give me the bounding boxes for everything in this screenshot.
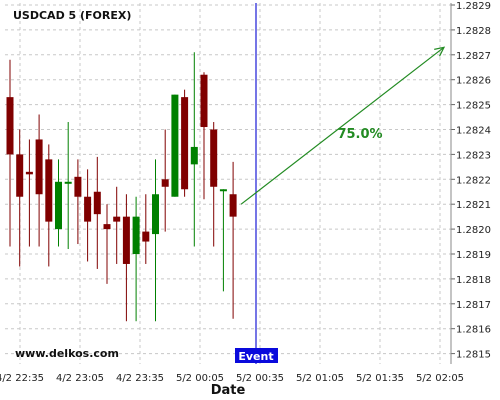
candle-body-down bbox=[113, 216, 121, 222]
chart-overlay: Event 75.0% bbox=[235, 3, 446, 364]
candles bbox=[6, 52, 237, 322]
candle-body-up bbox=[132, 216, 140, 254]
candle-body-down bbox=[6, 97, 14, 155]
candle-body-down bbox=[103, 224, 111, 230]
forecast-percentage: 75.0% bbox=[337, 127, 382, 142]
candle-body-down bbox=[161, 179, 169, 187]
x-tick-label: 4/2 22:35 bbox=[0, 373, 44, 384]
chart-grid bbox=[5, 3, 451, 364]
x-tick-label: 5/2 00:35 bbox=[236, 373, 284, 384]
y-tick-label: 1.2826 bbox=[456, 76, 491, 87]
x-tick-label: 5/2 00:05 bbox=[176, 373, 224, 384]
y-tick-label: 1.2816 bbox=[456, 325, 491, 336]
forecast-arrow-line bbox=[240, 46, 445, 205]
candle-body-down bbox=[45, 159, 53, 222]
y-tick-label: 1.2821 bbox=[456, 200, 491, 211]
candle-body-down bbox=[181, 97, 189, 190]
candle-body-down bbox=[122, 216, 130, 264]
y-tick-label: 1.2825 bbox=[456, 101, 491, 112]
candle-body-up bbox=[190, 146, 198, 165]
y-tick-label: 1.2817 bbox=[456, 300, 491, 311]
y-tick-label: 1.2822 bbox=[456, 175, 491, 186]
candle-body-down bbox=[84, 196, 92, 222]
event-label-box bbox=[235, 348, 278, 363]
y-tick-label: 1.2828 bbox=[456, 26, 491, 37]
candle-body-down bbox=[210, 129, 218, 187]
candle-body-up bbox=[64, 181, 72, 184]
x-tick-label: 4/2 23:05 bbox=[56, 373, 104, 384]
y-tick-label: 1.2823 bbox=[456, 150, 491, 161]
x-axis-title: Date bbox=[211, 383, 246, 398]
candle-body-up bbox=[152, 194, 159, 235]
x-tick-label: 5/2 02:05 bbox=[416, 373, 464, 384]
y-tick-label: 1.2819 bbox=[456, 250, 491, 261]
y-tick-label: 1.2827 bbox=[456, 51, 491, 62]
candle-body-down bbox=[16, 154, 24, 197]
chart-title: USDCAD 5 (FOREX) bbox=[13, 9, 131, 22]
candle-body-down bbox=[25, 171, 33, 175]
y-tick-label: 1.2815 bbox=[456, 350, 491, 361]
event-label: Event bbox=[238, 350, 273, 363]
candle-body-down bbox=[93, 191, 101, 215]
y-axis-ticks: 1.2815 1.2816 1.2817 1.2818 1.2819 1.2820 1.28… bbox=[451, 1, 491, 361]
x-tick-label: 4/2 23:35 bbox=[116, 373, 164, 384]
candle-body-up bbox=[219, 189, 227, 192]
y-tick-label: 1.2829 bbox=[456, 1, 491, 12]
forecast-arrow-head bbox=[434, 46, 446, 57]
x-axis-ticks: 4/2 22:35 4/2 23:05 4/2 23:35 5/2 00:05 5/2 … bbox=[0, 373, 464, 384]
y-tick-label: 1.2824 bbox=[456, 126, 491, 137]
x-tick-label: 5/2 01:05 bbox=[296, 373, 344, 384]
candle-body-up bbox=[171, 94, 179, 197]
candle-body-down bbox=[229, 194, 237, 217]
candle-body-down bbox=[74, 176, 82, 197]
y-tick-label: 1.2820 bbox=[456, 225, 491, 236]
y-tick-label: 1.2818 bbox=[456, 275, 491, 286]
watermark: www.delkos.com bbox=[15, 347, 119, 360]
candle-body-down bbox=[35, 139, 43, 195]
candle-body-down bbox=[142, 231, 150, 242]
candle-body-down bbox=[200, 74, 208, 128]
x-tick-label: 5/2 01:35 bbox=[356, 373, 404, 384]
candle-body-up bbox=[55, 181, 62, 230]
